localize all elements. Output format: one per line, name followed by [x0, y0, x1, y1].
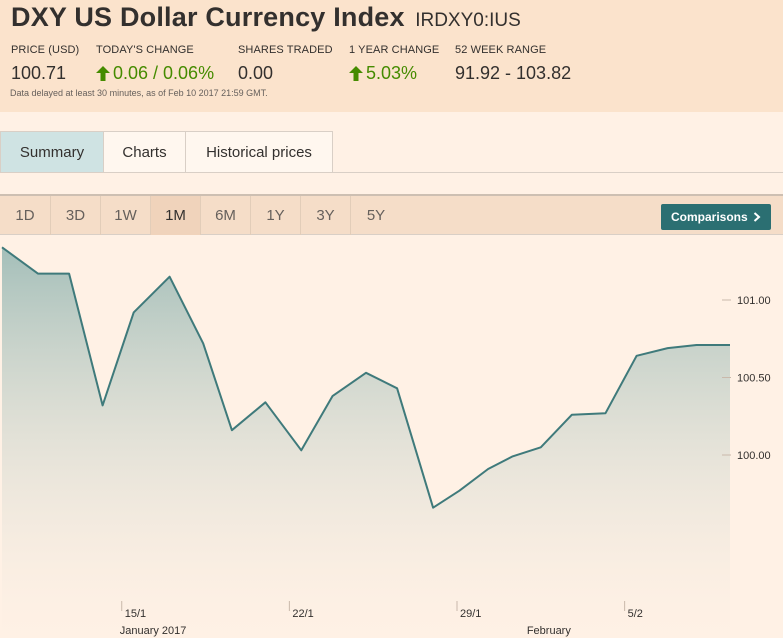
range-3d[interactable]: 3D: [51, 196, 101, 235]
y-tick-label: 100.50: [737, 373, 771, 385]
tab-divider: [0, 172, 783, 173]
delay-note: Data delayed at least 30 minutes, as of …: [10, 88, 268, 98]
comparisons-button[interactable]: Comparisons: [661, 204, 771, 230]
range-3y[interactable]: 3Y: [301, 196, 351, 235]
stat-shares-traded: SHARES TRADED 0.00: [238, 44, 333, 84]
stat-todays-change: TODAY'S CHANGE 0.06 / 0.06%: [96, 44, 214, 84]
tab-charts[interactable]: Charts: [103, 131, 186, 173]
chevron-right-icon: [753, 212, 761, 222]
month-label: February: [527, 625, 572, 637]
stat-value: 91.92 - 103.82: [455, 63, 572, 83]
range-1d[interactable]: 1D: [0, 196, 51, 235]
arrow-up-icon: [96, 66, 110, 81]
stat-value: 100.71: [11, 63, 67, 83]
stat-value: 0.00: [238, 63, 274, 83]
x-tick-label: 15/1: [125, 608, 146, 620]
month-label: January 2017: [120, 625, 187, 637]
stat-price: PRICE (USD) 100.71: [11, 44, 79, 84]
price-chart: 101.00 100.50 100.00 15/1 22/1 29/1 5/2 Januar…: [1, 246, 771, 638]
x-tick-label: 29/1: [460, 608, 481, 620]
tab-summary[interactable]: Summary: [0, 131, 104, 173]
stat-value: 5.03%: [349, 63, 439, 84]
quote-header: DXY US Dollar Currency Index IRDXY0:IUS …: [0, 0, 783, 112]
range-1w[interactable]: 1W: [101, 196, 151, 235]
stat-label: 1 YEAR CHANGE: [349, 44, 440, 56]
x-tick-label: 5/2: [628, 608, 643, 620]
tab-historical-prices[interactable]: Historical prices: [185, 131, 333, 173]
y-tick-label: 101.00: [737, 295, 771, 307]
stat-value: 0.06 / 0.06%: [96, 63, 214, 84]
stat-1-year-change: 1 YEAR CHANGE 5.03%: [349, 44, 439, 84]
stat-label: SHARES TRADED: [238, 44, 333, 56]
range-1m[interactable]: 1M: [151, 196, 201, 235]
range-1y[interactable]: 1Y: [251, 196, 301, 235]
ticker-symbol: IRDXY0:IUS: [415, 10, 521, 31]
range-6m[interactable]: 6M: [201, 196, 251, 235]
range-selector: 1D 3D 1W 1M 6M 1Y 3Y 5Y Comparisons: [0, 194, 783, 235]
stat-52-week-range: 52 WEEK RANGE 91.92 - 103.82: [455, 44, 571, 84]
comparisons-label: Comparisons: [671, 210, 748, 224]
range-5y[interactable]: 5Y: [366, 207, 386, 224]
stat-label: PRICE (USD): [11, 44, 80, 56]
price-area: [2, 247, 730, 638]
page-title: DXY US Dollar Currency Index: [11, 2, 405, 32]
y-tick-label: 100.00: [737, 450, 771, 462]
stat-label: 52 WEEK RANGE: [455, 44, 547, 56]
stat-label: TODAY'S CHANGE: [96, 44, 194, 56]
x-tick-label: 22/1: [292, 608, 313, 620]
price-line: [1, 246, 730, 509]
arrow-up-icon: [349, 66, 363, 81]
title-row: DXY US Dollar Currency Index IRDXY0:IUS: [11, 2, 521, 33]
